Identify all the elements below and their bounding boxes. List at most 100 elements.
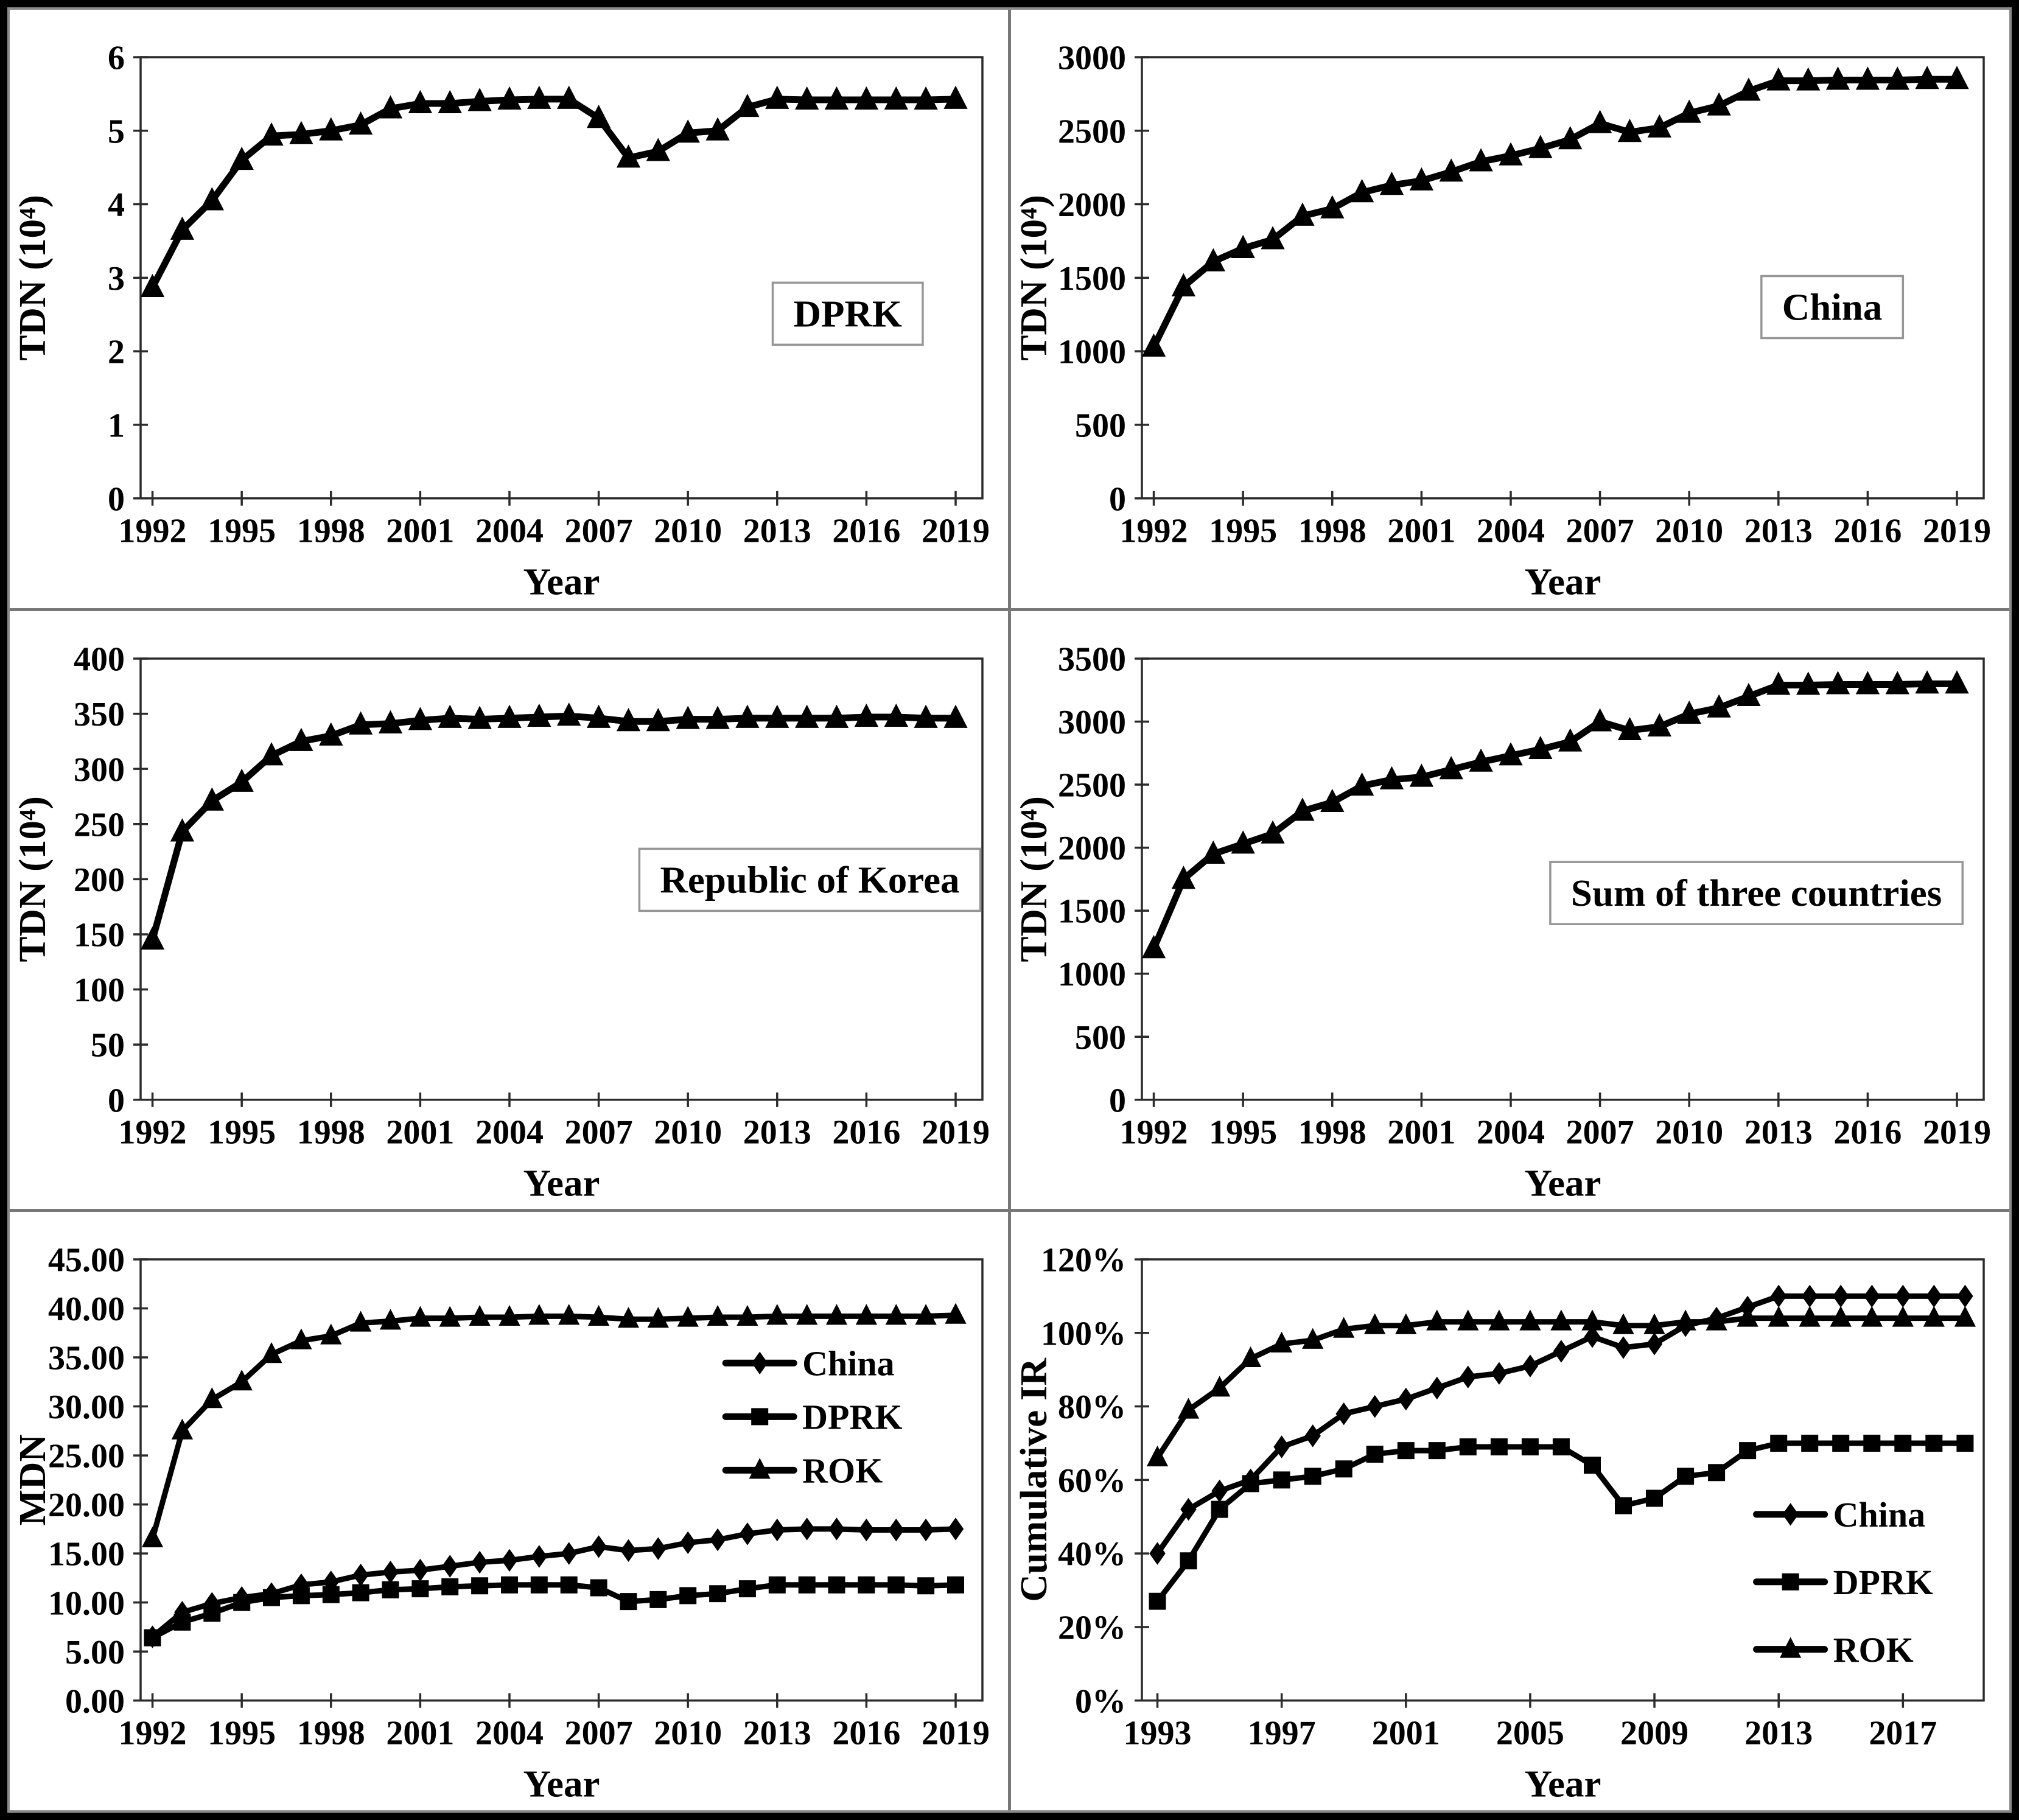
series-markers-ROK bbox=[141, 1303, 967, 1548]
y-tick-label: 3000 bbox=[1058, 704, 1126, 741]
x-tick-label: 2010 bbox=[654, 513, 722, 550]
plot-area-border bbox=[1141, 657, 1985, 1101]
legend-square-icon bbox=[751, 1408, 769, 1426]
panel-label-box-border bbox=[771, 281, 924, 346]
y-axis-title: MDN bbox=[11, 1434, 54, 1525]
y-tick-label: 0 bbox=[1109, 480, 1126, 518]
y-tick-label: 400 bbox=[74, 640, 125, 678]
legend-label: China bbox=[802, 1344, 895, 1384]
x-tick-label: 1992 bbox=[1120, 513, 1188, 550]
panel-label: DPRK bbox=[794, 292, 902, 335]
y-tick-label: 4 bbox=[108, 186, 125, 224]
x-tick-label: 2009 bbox=[1620, 1715, 1688, 1752]
y-tick-label: 1500 bbox=[1058, 260, 1126, 298]
x-axis-title: Year bbox=[1525, 1763, 1601, 1805]
y-tick-label: 1500 bbox=[1058, 892, 1126, 930]
x-tick-label: 1995 bbox=[208, 513, 276, 550]
y-tick-label: 40.00 bbox=[48, 1290, 125, 1328]
x-tick-label: 2001 bbox=[1387, 1113, 1455, 1151]
y-axis-title: TDN (10⁴) bbox=[11, 796, 54, 962]
y-tick-label: 150 bbox=[74, 916, 125, 954]
x-axis-title: Year bbox=[523, 561, 600, 603]
legend: China DPRK ROK bbox=[1753, 1496, 1933, 1670]
x-tick-label: 2013 bbox=[743, 513, 811, 550]
plot-area-border bbox=[139, 56, 984, 500]
y-tick-label: 0 bbox=[1109, 1082, 1126, 1119]
y-tick-label: 100% bbox=[1041, 1315, 1126, 1353]
x-tick-label: 2010 bbox=[1655, 513, 1723, 550]
chart-rok-tdn: 0 50 100 150 200 250 300 350 400 1992 1995 1998 2001… bbox=[11, 640, 990, 1204]
x-tick-label: 2001 bbox=[386, 513, 454, 550]
x-tick-label: 2001 bbox=[1372, 1715, 1440, 1752]
x-tick-label: 1998 bbox=[297, 1113, 365, 1151]
legend-item-ROK: ROK bbox=[1753, 1630, 1914, 1670]
y-tick-label: 6 bbox=[108, 40, 125, 77]
chart-cumulative-ir: 0% 20% 40% 60% 80% 100% 120% 1993 1997 2001 2005 20… bbox=[1012, 1242, 1985, 1805]
panel-dprk-tdn: 0 1 2 3 4 5 6 1992 1995 1998 2001 2004 2007 2010 2013 2… bbox=[10, 10, 1008, 608]
panel-label-box: Sum of three countries bbox=[1549, 861, 1964, 925]
x-tick-label: 2001 bbox=[386, 1113, 454, 1151]
x-tick-label: 2004 bbox=[1477, 1113, 1545, 1151]
x-tick-label: 1992 bbox=[119, 513, 187, 550]
x-tick-label: 2019 bbox=[922, 1715, 990, 1752]
y-axis-title: TDN (10⁴) bbox=[11, 195, 54, 360]
x-tick-label: 2007 bbox=[1566, 1113, 1634, 1151]
y-axis-title: Cumulative IR bbox=[1012, 1357, 1055, 1602]
chart-sum-tdn: 0 500 1000 1500 2000 2500 3000 3500 1992 1995 1998… bbox=[1012, 640, 1991, 1204]
legend-label: ROK bbox=[1833, 1630, 1914, 1670]
y-tick-label: 500 bbox=[1075, 407, 1126, 445]
series-markers-DPRK bbox=[144, 1577, 964, 1647]
y-tick-label: 60% bbox=[1058, 1462, 1126, 1500]
x-tick-label: 1997 bbox=[1248, 1715, 1316, 1752]
x-axis-title: Year bbox=[523, 1763, 600, 1805]
series-line-Republic of Korea bbox=[149, 712, 959, 943]
x-tick-label: 2019 bbox=[1923, 513, 1991, 550]
chart-china-tdn: 0 500 1000 1500 2000 2500 3000 1992 1995 1998 2001… bbox=[1012, 40, 1991, 603]
y-tick-label: 200 bbox=[74, 861, 125, 899]
x-tick-label: 2010 bbox=[1655, 1113, 1723, 1151]
x-tick-label: 2013 bbox=[743, 1715, 811, 1752]
x-tick-label: 2019 bbox=[922, 1113, 990, 1151]
x-tick-label: 2019 bbox=[922, 513, 990, 550]
panel-mdn: 0.00 5.00 10.00 15.00 20.00 25.00 30.00 35.00 40… bbox=[10, 1212, 1008, 1810]
x-tick-label: 2001 bbox=[386, 1715, 454, 1752]
x-tick-label: 1995 bbox=[1209, 1113, 1277, 1151]
panel-label: Republic of Korea bbox=[660, 858, 959, 901]
x-axis-title: Year bbox=[1525, 561, 1601, 603]
y-tick-label: 0 bbox=[108, 480, 125, 518]
x-tick-label: 2016 bbox=[832, 1715, 900, 1752]
y-tick-label: 2 bbox=[108, 334, 125, 371]
x-tick-label: 1992 bbox=[119, 1715, 187, 1752]
series-line-China bbox=[1150, 75, 1961, 351]
y-tick-label: 2500 bbox=[1058, 766, 1126, 804]
panel-label-box-border bbox=[1760, 275, 1905, 340]
legend-label: ROK bbox=[802, 1451, 883, 1491]
y-tick-label: 250 bbox=[74, 806, 125, 844]
y-tick-label: 2500 bbox=[1058, 113, 1126, 150]
panel-label-box: DPRK bbox=[771, 281, 924, 346]
panel-label: Sum of three countries bbox=[1571, 872, 1942, 914]
panel-label: China bbox=[1782, 286, 1883, 329]
x-axis-title: Year bbox=[1525, 1161, 1601, 1204]
y-tick-label: 300 bbox=[74, 751, 125, 788]
x-tick-label: 2001 bbox=[1387, 513, 1455, 550]
panel-rok-tdn: 0 50 100 150 200 250 300 350 400 1992 1995 1998 2001… bbox=[10, 611, 1008, 1209]
legend-triangle-icon bbox=[1779, 1637, 1802, 1658]
y-tick-label: 2000 bbox=[1058, 830, 1126, 867]
plot-area-border bbox=[139, 1258, 984, 1702]
y-tick-label: 5.00 bbox=[65, 1634, 125, 1671]
y-tick-label: 500 bbox=[1075, 1018, 1126, 1056]
y-tick-label: 35.00 bbox=[48, 1340, 125, 1377]
x-tick-label: 2013 bbox=[743, 1113, 811, 1151]
series-markers-ROK bbox=[1146, 1306, 1976, 1467]
x-tick-label: 2016 bbox=[832, 513, 900, 550]
panel-label-box-border bbox=[638, 847, 982, 912]
y-tick-label: 50 bbox=[91, 1026, 125, 1064]
legend-item-ROK: ROK bbox=[722, 1451, 883, 1491]
panel-china-tdn: 0 500 1000 1500 2000 2500 3000 1992 1995 1998 2001… bbox=[1011, 10, 2009, 608]
x-tick-label: 2016 bbox=[1833, 1113, 1902, 1151]
legend-label: DPRK bbox=[802, 1398, 902, 1437]
series-line-DPRK bbox=[149, 96, 959, 291]
y-tick-label: 1 bbox=[108, 407, 125, 445]
panel-sum-tdn: 0 500 1000 1500 2000 2500 3000 3500 1992 1995 1998… bbox=[1011, 611, 2009, 1209]
